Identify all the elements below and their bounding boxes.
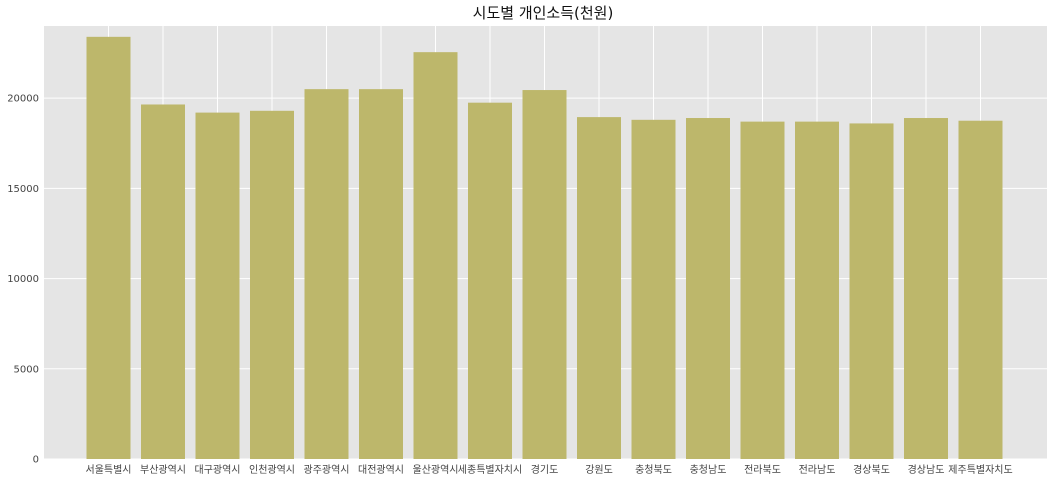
x-tick-label: 경기도 [531,463,559,476]
bar [958,120,1003,459]
x-tick-label: 전라남도 [799,464,836,476]
bar [904,118,948,459]
bar [141,104,185,459]
y-tick-label: 15000 [7,184,39,195]
bar [577,117,621,460]
y-tick-label: 20000 [7,94,39,105]
y-tick-labels: 0 5000 10000 15000 20000 [7,94,39,466]
x-tick-label: 서울특별시 [86,464,132,476]
bar [849,123,894,460]
bar [522,90,567,460]
x-tick-label: 대구광역시 [195,464,241,476]
y-tick-label: 0 [33,455,39,466]
x-tick-label: 광주광역시 [304,464,350,476]
x-tick-label: 세종특별자치시 [458,464,522,476]
bar [413,52,458,460]
x-tick-label: 제주특별자치도 [948,464,1012,476]
bar [195,112,240,459]
bar [250,110,294,459]
y-tick-label: 5000 [14,364,39,375]
x-tick-label: 강원도 [585,464,613,476]
x-tick-label: 인천광역시 [249,464,295,476]
chart-title: 시도별 개인소득(천원) [473,4,614,22]
x-tick-label: 울산광역시 [413,464,459,476]
x-tick-labels: 서울특별시 부산광역시 대구광역시 인천광역시 광주광역시 대전광역시 울산광역시 세종특별자… [86,463,1013,476]
bar [86,36,131,459]
bar [686,118,730,459]
bar [631,119,676,460]
bar [304,89,349,459]
x-tick-label: 경상남도 [908,463,945,476]
bar [468,102,512,459]
x-tick-label: 충청북도 [635,464,672,476]
x-tick-label: 대전광역시 [358,464,404,476]
bars-group [86,36,1003,460]
x-tick-label: 전라북도 [744,464,781,476]
x-tick-label: 부산광역시 [140,464,186,476]
x-tick-label: 경상북도 [853,463,890,476]
x-tick-label: 충청남도 [690,464,727,476]
bar [740,121,785,459]
bar [359,89,403,459]
y-tick-label: 10000 [7,274,39,285]
bar [795,121,839,459]
